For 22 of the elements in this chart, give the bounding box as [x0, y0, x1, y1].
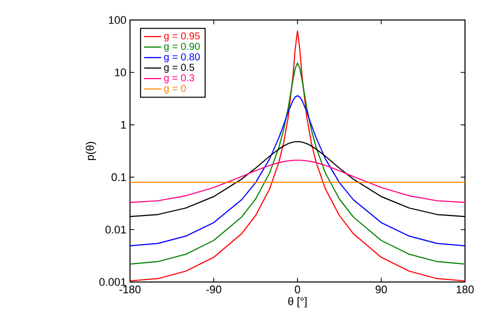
- x-tick-label: 90: [376, 286, 387, 294]
- line-series: [130, 62, 465, 265]
- y-axis-title: p(θ): [86, 142, 96, 160]
- legend-label: g = 0: [164, 84, 186, 94]
- y-tick-label: 10: [115, 68, 126, 76]
- legend-label: g = 0.5: [164, 64, 194, 73]
- legend-label: g = 0.80: [164, 53, 200, 62]
- line-series: [130, 30, 465, 282]
- y-tick-label: 1: [121, 121, 126, 129]
- y-tick-label: 0.1: [112, 173, 126, 182]
- x-tick-label: 0: [294, 286, 300, 294]
- legend-label: g = 0.90: [164, 42, 200, 52]
- legend-label: g = 0.3: [164, 74, 194, 84]
- x-axis-title: θ [°]: [288, 297, 307, 308]
- x-tick-label: 180: [456, 286, 474, 294]
- x-tick-label: -90: [206, 286, 222, 294]
- y-tick-label: 0.001: [99, 278, 126, 286]
- x-tick-label: -180: [119, 286, 141, 294]
- y-tick-label: 100: [108, 16, 126, 24]
- y-tick-label: 0.01: [105, 226, 126, 234]
- legend-label: g = 0.95: [164, 32, 200, 42]
- line-series: [130, 95, 465, 246]
